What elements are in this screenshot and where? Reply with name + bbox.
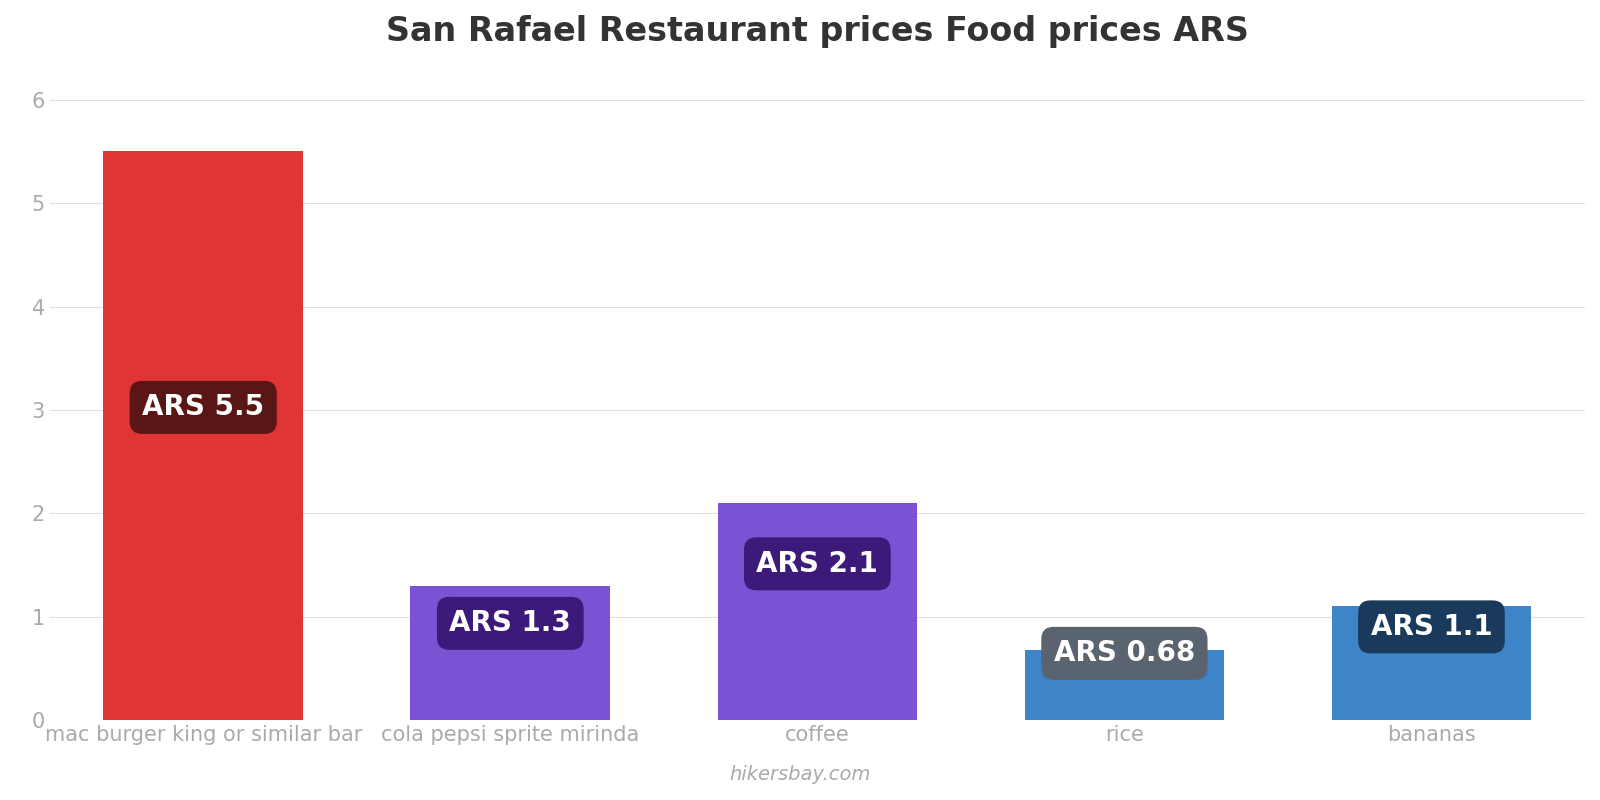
Text: ARS 1.1: ARS 1.1 (1371, 613, 1493, 641)
Text: ARS 0.68: ARS 0.68 (1054, 639, 1195, 667)
Text: ARS 2.1: ARS 2.1 (757, 550, 878, 578)
Text: hikersbay.com: hikersbay.com (730, 765, 870, 784)
Text: ARS 5.5: ARS 5.5 (142, 394, 264, 422)
Bar (717, 503, 917, 720)
Bar (1331, 606, 1531, 720)
Bar (104, 151, 302, 720)
Bar (1024, 650, 1224, 720)
Bar (411, 586, 610, 720)
Text: ARS 1.3: ARS 1.3 (450, 610, 571, 638)
Title: San Rafael Restaurant prices Food prices ARS: San Rafael Restaurant prices Food prices… (386, 15, 1248, 48)
